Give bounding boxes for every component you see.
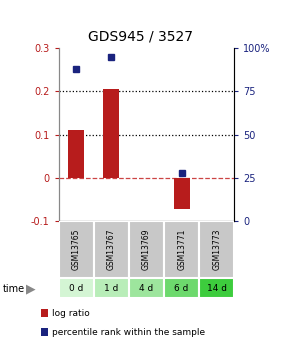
Bar [199,221,234,278]
Bar [129,278,164,298]
Bar [94,278,129,298]
Bar [59,221,94,278]
Text: ▶: ▶ [26,282,35,295]
Bar [94,221,129,278]
Text: percentile rank within the sample: percentile rank within the sample [52,328,205,337]
Text: 4 d: 4 d [139,284,154,293]
Text: 6 d: 6 d [174,284,189,293]
Bar [59,278,94,298]
Text: 1 d: 1 d [104,284,119,293]
Text: GSM13771: GSM13771 [177,229,186,270]
Text: log ratio: log ratio [52,309,90,318]
Bar [174,178,190,209]
Text: time: time [3,284,25,294]
Text: GSM13767: GSM13767 [107,228,116,270]
Text: 0 d: 0 d [69,284,84,293]
Bar [68,130,84,178]
Bar [164,221,199,278]
Text: GSM13769: GSM13769 [142,228,151,270]
Text: GSM13765: GSM13765 [72,228,81,270]
Bar [129,221,164,278]
Text: GDS945 / 3527: GDS945 / 3527 [88,29,193,43]
Bar [164,278,199,298]
Bar [103,89,119,178]
Text: 14 d: 14 d [207,284,227,293]
Bar [199,278,234,298]
Text: GSM13773: GSM13773 [212,228,221,270]
